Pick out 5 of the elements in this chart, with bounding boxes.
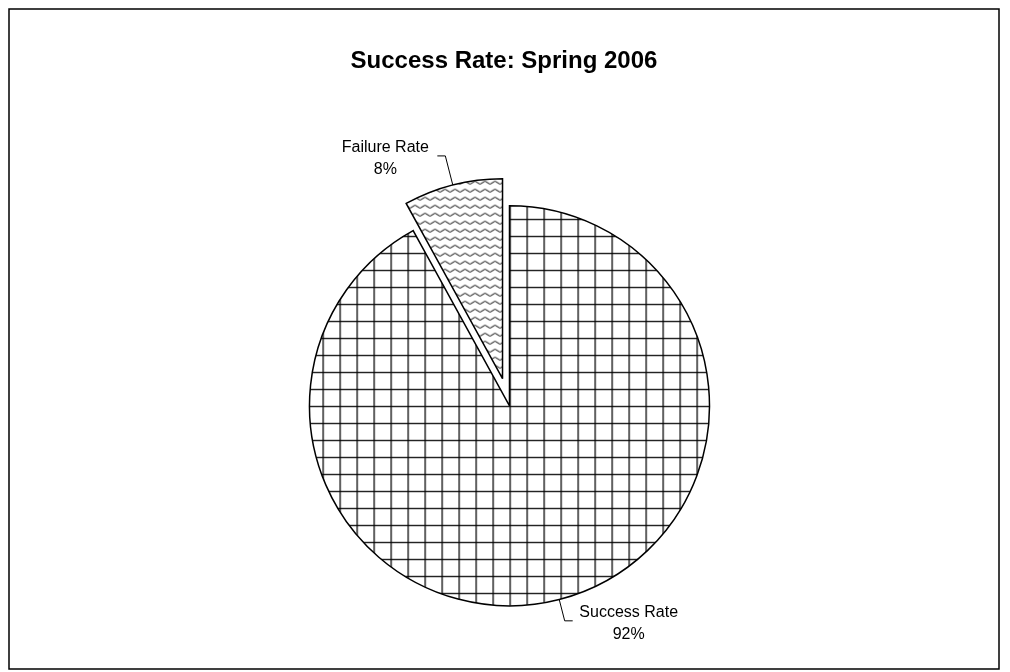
slice-label: Success Rate xyxy=(579,602,679,620)
data-label: 8% xyxy=(373,159,397,177)
chart-title: Success Rate: Spring 2006 xyxy=(350,46,658,73)
data-label: 92% xyxy=(612,624,645,642)
slice-label: Failure Rate xyxy=(341,137,429,155)
